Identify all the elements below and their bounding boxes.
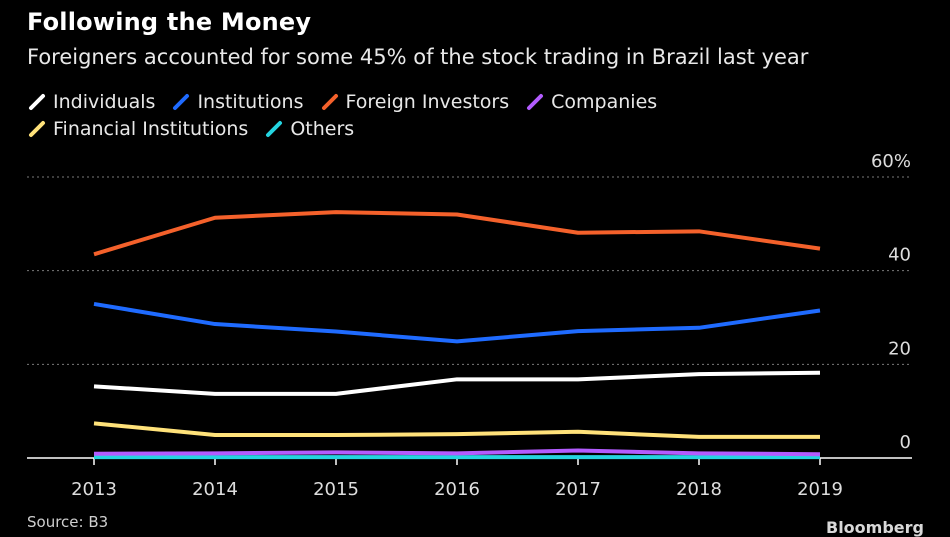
legend-row-2: Financial Institutions Others — [27, 118, 370, 140]
y-tick-label-3: 60% — [871, 151, 911, 172]
x-tick-label-2019: 2019 — [797, 479, 843, 500]
x-tick-label-2013: 2013 — [71, 479, 117, 500]
legend-label-foreign-investors: Foreign Investors — [345, 91, 510, 113]
legend-row-1: Individuals Institutions Foreign Investo… — [27, 91, 673, 113]
series-line-financial-institutions — [93, 421, 820, 439]
legend-label-others: Others — [290, 118, 355, 140]
x-tick-label-2016: 2016 — [434, 479, 480, 500]
legend-item-others: Others — [264, 118, 354, 140]
legend-swatch-institutions-icon — [171, 92, 191, 112]
legend-item-individuals: Individuals — [27, 91, 155, 113]
chart-subtitle: Foreigners accounted for some 45% of the… — [27, 45, 809, 69]
legend-item-financial-institutions: Financial Institutions — [27, 118, 248, 140]
series-line-foreign-investors — [93, 210, 821, 257]
x-tick-label-2015: 2015 — [313, 479, 359, 500]
legend-swatch-companies-icon — [525, 92, 545, 112]
legend-swatch-others-icon — [264, 119, 284, 139]
source-note: Source: B3 — [27, 513, 109, 531]
y-tick-label-2: 40 — [888, 245, 911, 266]
series-line-institutions — [93, 301, 821, 344]
y-tick-label-0: 0 — [900, 432, 911, 453]
legend-label-companies: Companies — [551, 91, 658, 113]
x-tick-label-2018: 2018 — [676, 479, 722, 500]
x-tick-label-2017: 2017 — [555, 479, 601, 500]
y-tick-label-1: 20 — [888, 338, 911, 359]
x-tick-label-2014: 2014 — [192, 479, 238, 500]
legend-item-companies: Companies — [525, 91, 657, 113]
legend-label-financial-institutions: Financial Institutions — [53, 118, 249, 140]
legend-item-institutions: Institutions — [171, 91, 304, 113]
legend-swatch-individuals-icon — [27, 92, 47, 112]
legend-item-foreign-investors: Foreign Investors — [320, 91, 510, 113]
legend-swatch-financial-institutions-icon — [27, 119, 47, 139]
series-line-companies — [93, 448, 821, 457]
series-line-individuals — [93, 370, 821, 396]
legend-label-individuals: Individuals — [53, 91, 156, 113]
legend-label-institutions: Institutions — [197, 91, 304, 113]
bloomberg-logo: Bloomberg — [826, 518, 924, 537]
chart-title: Following the Money — [27, 8, 312, 36]
legend-swatch-foreign-investors-icon — [320, 92, 340, 112]
